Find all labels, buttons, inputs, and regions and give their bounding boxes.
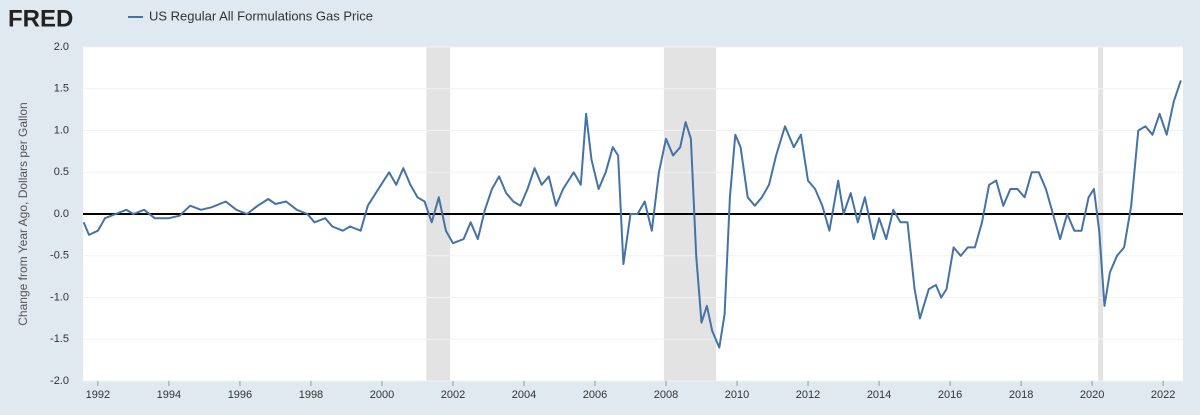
x-tick-label: 1998: [299, 389, 323, 401]
x-tick-label: 2002: [441, 389, 465, 401]
x-tick-label: 1996: [228, 389, 252, 401]
x-tick-label: 2012: [796, 389, 820, 401]
y-tick-label: 1.5: [54, 83, 69, 95]
y-tick-label: -2.0: [50, 375, 69, 387]
legend-label: US Regular All Formulations Gas Price: [149, 8, 373, 23]
series-line: [82, 80, 1182, 349]
x-tick-label: 2004: [512, 389, 536, 401]
x-tick-label: 2006: [583, 389, 607, 401]
x-tick-label: 2014: [867, 389, 891, 401]
x-tick-label: 2020: [1080, 389, 1104, 401]
x-tick-label: 2000: [370, 389, 394, 401]
logo: FRED: [8, 5, 73, 32]
x-tick-label: 1994: [157, 389, 181, 401]
y-tick-label: -1.0: [50, 291, 69, 303]
x-tick-label: 2016: [938, 389, 962, 401]
y-tick-label: 0.0: [54, 208, 69, 220]
y-tick-label: -0.5: [50, 250, 69, 262]
y-axis-label: Change from Year Ago, Dollars per Gallon: [16, 102, 30, 325]
x-tick-label: 2008: [654, 389, 678, 401]
y-tick-label: 0.5: [54, 166, 69, 178]
x-tick-label: 2018: [1009, 389, 1033, 401]
x-tick-label: 2010: [725, 389, 749, 401]
y-tick-label: 2.0: [54, 41, 69, 53]
y-tick-label: 1.0: [54, 124, 69, 136]
x-tick-label: 1992: [86, 389, 110, 401]
y-tick-label: -1.5: [50, 333, 69, 345]
x-tick-label: 2022: [1151, 389, 1175, 401]
